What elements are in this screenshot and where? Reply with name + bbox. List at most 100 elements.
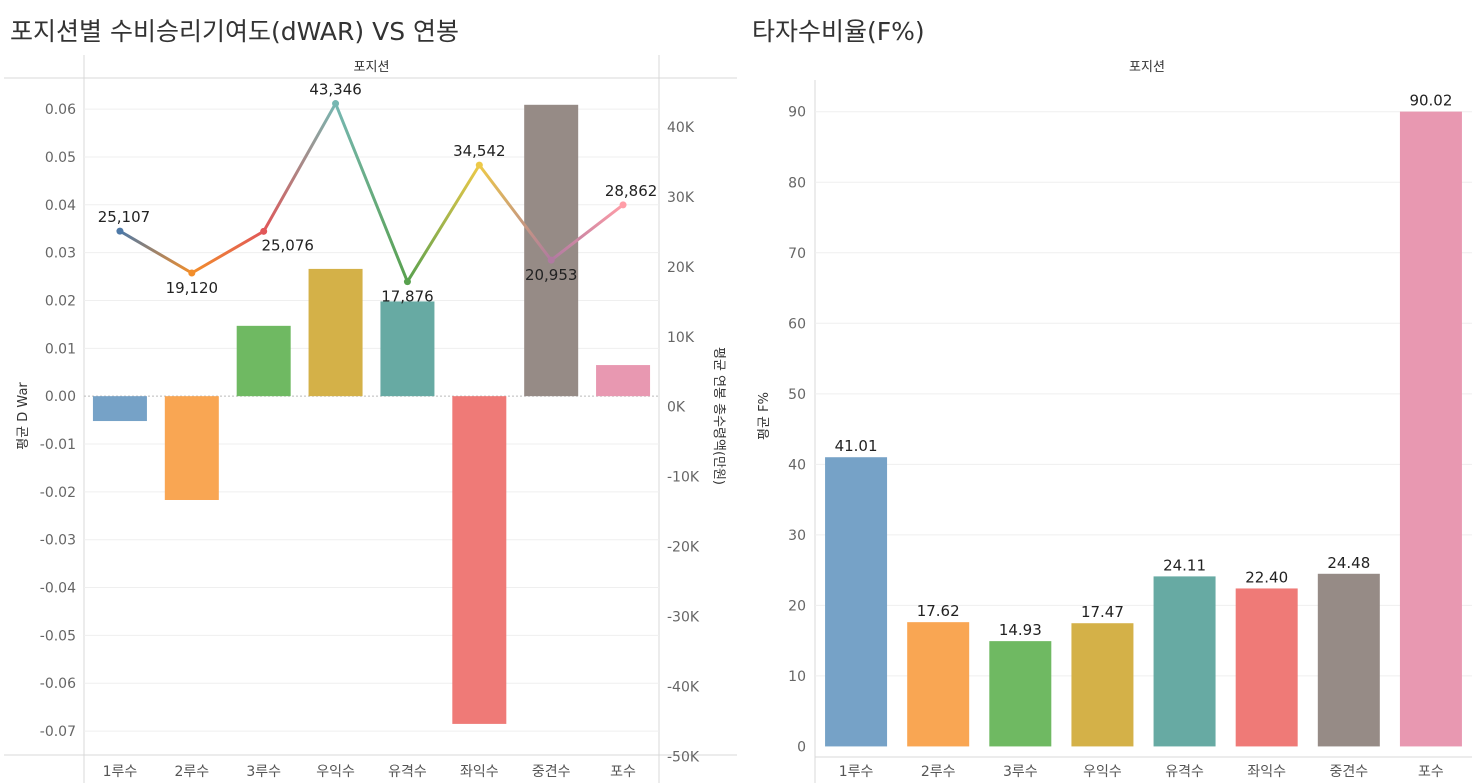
fpct-bar-유격수 bbox=[1153, 576, 1216, 747]
left-y-tick-label: -0.01 bbox=[40, 437, 76, 453]
fpct-bar-중견수 bbox=[1317, 573, 1380, 747]
left-y-tick-label: 0.06 bbox=[45, 102, 76, 118]
right-x-category-label: 3루수 bbox=[1003, 764, 1038, 780]
salary-line-segment bbox=[405, 163, 481, 284]
fpct-bar-1루수 bbox=[825, 457, 888, 747]
fpct-bar-2루수 bbox=[907, 622, 970, 747]
fpct-data-label: 90.02 bbox=[1409, 92, 1452, 110]
left-x-category-label: 중견수 bbox=[532, 764, 571, 780]
right-y-tick-label: 10K bbox=[667, 330, 695, 346]
fpct-bar-좌익수 bbox=[1235, 588, 1298, 747]
left-y-tick-label: 0.05 bbox=[45, 150, 76, 166]
fpct-data-label: 17.62 bbox=[917, 602, 960, 620]
left-x-category-label: 우익수 bbox=[316, 764, 355, 780]
left-chart-title: 포지션별 수비승리기여도(dWAR) VS 연봉 bbox=[10, 17, 460, 46]
right-chart-y-axis-title: 평균 F% bbox=[757, 392, 772, 440]
dwar-bar-1루수 bbox=[92, 396, 147, 422]
left-y-axis-title: 평균 D War bbox=[16, 382, 31, 450]
left-x-category-label: 1루수 bbox=[103, 764, 138, 780]
right-chart-y-tick-label: 50 bbox=[788, 387, 806, 403]
right-y-tick-label: 30K bbox=[667, 190, 695, 206]
right-x-category-label: 유격수 bbox=[1165, 764, 1204, 780]
right-y-tick-label: 20K bbox=[667, 260, 695, 276]
dwar-bar-2루수 bbox=[164, 396, 219, 500]
left-y-tick-label: -0.04 bbox=[40, 581, 76, 597]
left-y-tick-label: 0.00 bbox=[45, 389, 76, 405]
left-x-category-label: 2루수 bbox=[174, 764, 209, 780]
salary-point-1루수 bbox=[116, 227, 124, 235]
right-y-tick-label: -50K bbox=[667, 749, 700, 765]
right-chart-y-tick-label: 20 bbox=[788, 598, 806, 614]
salary-data-label: 34,542 bbox=[453, 142, 506, 160]
salary-data-label: 28,862 bbox=[605, 182, 658, 200]
right-x-category-label: 중견수 bbox=[1329, 764, 1368, 780]
left-y-tick-label: 0.04 bbox=[45, 198, 76, 214]
right-y-tick-label: -10K bbox=[667, 470, 700, 486]
left-y-tick-label: 0.03 bbox=[45, 246, 76, 262]
fpct-data-label: 17.47 bbox=[1081, 603, 1124, 621]
left-y-tick-label: -0.07 bbox=[40, 724, 76, 740]
right-y-tick-label: -30K bbox=[667, 610, 700, 626]
right-x-category-label: 포수 bbox=[1418, 764, 1444, 780]
right-y-tick-label: 40K bbox=[667, 120, 695, 136]
fpct-bar-3루수 bbox=[989, 641, 1052, 747]
salary-line-segment bbox=[262, 102, 338, 233]
fpct-data-label: 24.11 bbox=[1163, 556, 1206, 574]
salary-point-유격수 bbox=[403, 278, 411, 286]
right-chart-y-tick-label: 70 bbox=[788, 246, 806, 262]
right-chart-y-tick-label: 60 bbox=[788, 316, 806, 332]
salary-data-label: 20,953 bbox=[525, 266, 578, 284]
right-y-axis-title: 평균 연봉 총수령액(만원) bbox=[711, 347, 726, 485]
left-column-header: 포지션 bbox=[354, 60, 390, 75]
left-x-category-label: 3루수 bbox=[246, 764, 281, 780]
salary-data-label: 43,346 bbox=[309, 81, 362, 99]
left-x-category-label: 유격수 bbox=[388, 764, 427, 780]
dwar-bar-유격수 bbox=[380, 301, 435, 397]
right-x-category-label: 좌익수 bbox=[1247, 764, 1286, 780]
salary-line-segment bbox=[118, 229, 194, 275]
salary-data-label: 17,876 bbox=[381, 288, 434, 306]
fpct-data-label: 41.01 bbox=[835, 437, 878, 455]
salary-point-좌익수 bbox=[475, 161, 483, 169]
right-chart-y-tick-label: 40 bbox=[788, 457, 806, 473]
dwar-bar-중견수 bbox=[524, 104, 579, 397]
fpct-data-label: 24.48 bbox=[1327, 554, 1370, 572]
right-y-tick-label: -40K bbox=[667, 679, 700, 695]
dwar-bar-3루수 bbox=[236, 325, 291, 397]
salary-line-segment bbox=[190, 229, 266, 275]
fpct-data-label: 22.40 bbox=[1245, 568, 1288, 586]
left-x-category-label: 포수 bbox=[610, 764, 636, 780]
salary-line-segment bbox=[334, 102, 409, 284]
right-chart-y-tick-label: 90 bbox=[788, 105, 806, 121]
dwar-bar-포수 bbox=[596, 365, 651, 397]
left-y-tick-label: -0.05 bbox=[40, 628, 76, 644]
salary-data-label: 25,107 bbox=[98, 208, 151, 226]
fpct-data-label: 14.93 bbox=[999, 621, 1042, 639]
right-y-tick-label: 0K bbox=[667, 400, 686, 416]
dwar-bar-좌익수 bbox=[452, 396, 507, 724]
salary-point-우익수 bbox=[332, 100, 340, 108]
salary-point-포수 bbox=[619, 201, 627, 209]
left-y-tick-label: -0.02 bbox=[40, 485, 76, 501]
right-x-category-label: 2루수 bbox=[921, 764, 956, 780]
right-chart-y-tick-label: 0 bbox=[797, 739, 806, 755]
left-y-tick-label: -0.06 bbox=[40, 676, 76, 692]
right-x-category-label: 우익수 bbox=[1083, 764, 1122, 780]
salary-line-segment bbox=[549, 203, 625, 262]
fpct-bar-우익수 bbox=[1071, 623, 1134, 747]
right-x-category-label: 1루수 bbox=[839, 764, 874, 780]
salary-data-label: 25,076 bbox=[261, 236, 314, 254]
left-y-tick-label: 0.02 bbox=[45, 293, 76, 309]
left-y-tick-label: -0.03 bbox=[40, 533, 76, 549]
salary-line-segment bbox=[477, 163, 553, 262]
salary-point-중견수 bbox=[547, 256, 555, 264]
left-x-category-label: 좌익수 bbox=[460, 764, 499, 780]
salary-point-3루수 bbox=[260, 227, 268, 235]
dwar-bar-우익수 bbox=[308, 268, 363, 397]
right-column-header: 포지션 bbox=[1129, 60, 1165, 75]
left-y-tick-label: 0.01 bbox=[45, 341, 76, 357]
right-y-tick-label: -20K bbox=[667, 540, 700, 556]
fpct-bar-포수 bbox=[1399, 111, 1462, 747]
right-chart-title: 타자수비율(F%) bbox=[752, 17, 925, 46]
